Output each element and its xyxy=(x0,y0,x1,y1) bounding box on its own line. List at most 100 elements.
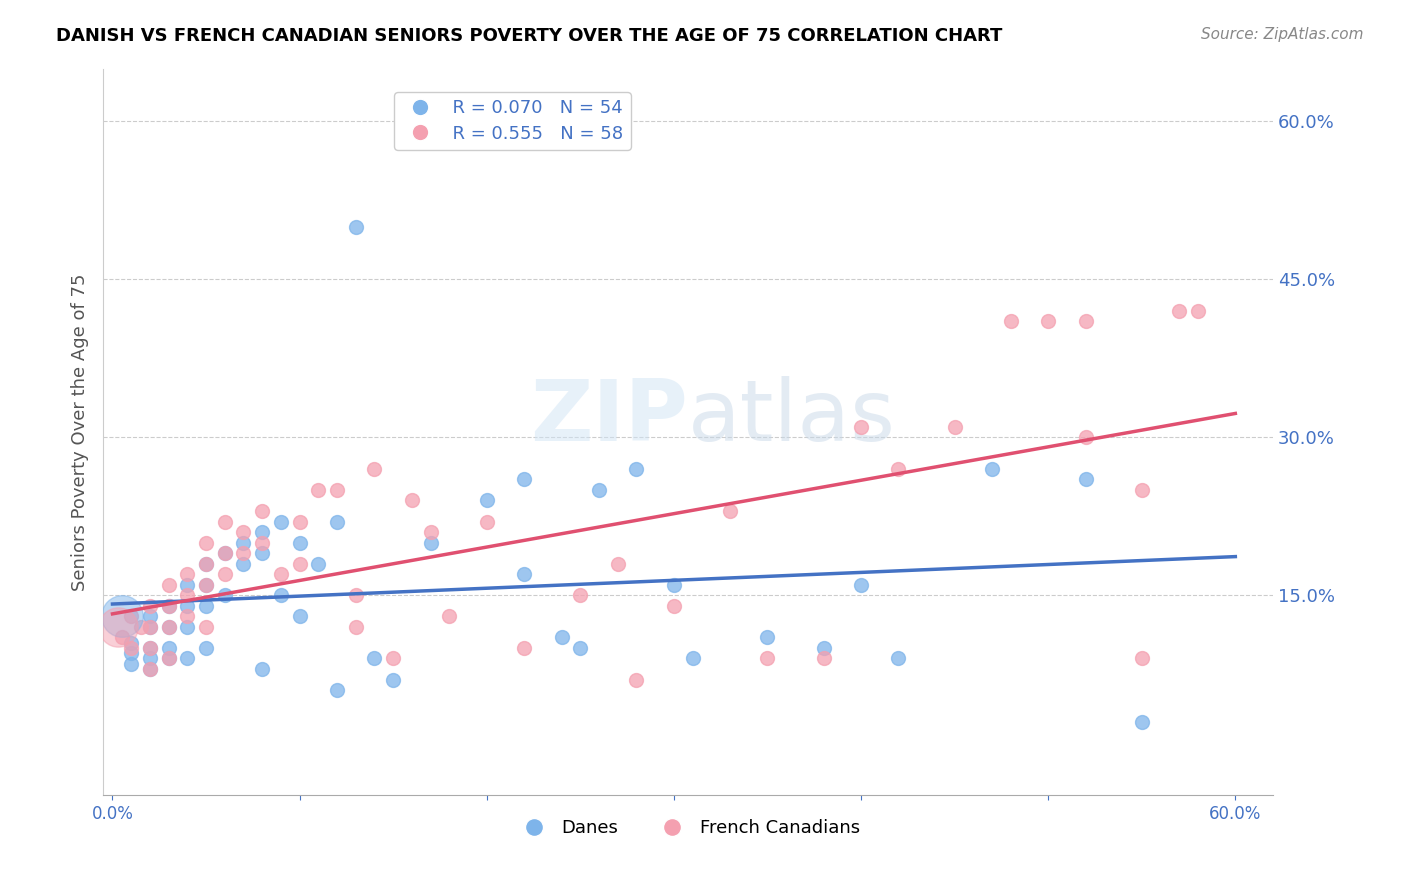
Point xyxy=(419,535,441,549)
Point xyxy=(214,546,236,560)
Point xyxy=(1074,472,1097,486)
Point xyxy=(981,462,1004,476)
Point xyxy=(1074,430,1097,444)
Point xyxy=(401,493,423,508)
Point xyxy=(120,640,142,655)
Point xyxy=(943,419,966,434)
Point xyxy=(813,651,835,665)
Point xyxy=(288,609,311,624)
Point xyxy=(232,535,254,549)
Point xyxy=(288,535,311,549)
Point xyxy=(139,609,162,624)
Point xyxy=(606,557,628,571)
Point xyxy=(139,599,162,613)
Point xyxy=(111,609,134,624)
Point xyxy=(176,567,198,582)
Point xyxy=(475,493,498,508)
Text: DANISH VS FRENCH CANADIAN SENIORS POVERTY OVER THE AGE OF 75 CORRELATION CHART: DANISH VS FRENCH CANADIAN SENIORS POVERT… xyxy=(56,27,1002,45)
Point xyxy=(195,578,218,592)
Point xyxy=(569,640,592,655)
Legend: Danes, French Canadians: Danes, French Canadians xyxy=(509,812,868,845)
Point xyxy=(887,651,910,665)
Text: Source: ZipAtlas.com: Source: ZipAtlas.com xyxy=(1201,27,1364,42)
Point xyxy=(195,535,218,549)
Y-axis label: Seniors Poverty Over the Age of 75: Seniors Poverty Over the Age of 75 xyxy=(72,273,89,591)
Point xyxy=(157,620,180,634)
Point xyxy=(682,651,704,665)
Point xyxy=(107,620,129,634)
Point xyxy=(363,651,385,665)
Point xyxy=(569,588,592,602)
Text: ZIP: ZIP xyxy=(530,376,688,458)
Point xyxy=(756,631,779,645)
Point xyxy=(157,599,180,613)
Point xyxy=(176,651,198,665)
Point xyxy=(139,640,162,655)
Point xyxy=(288,515,311,529)
Point xyxy=(419,524,441,539)
Point xyxy=(176,599,198,613)
Point xyxy=(111,631,134,645)
Point xyxy=(1074,314,1097,328)
Point xyxy=(120,609,142,624)
Point xyxy=(588,483,610,497)
Point xyxy=(195,640,218,655)
Point xyxy=(232,546,254,560)
Point xyxy=(157,599,180,613)
Point xyxy=(139,662,162,676)
Point xyxy=(849,419,872,434)
Point xyxy=(813,640,835,655)
Point xyxy=(626,673,648,687)
Point xyxy=(662,578,685,592)
Point xyxy=(363,462,385,476)
Point xyxy=(214,567,236,582)
Point xyxy=(475,515,498,529)
Point xyxy=(120,635,142,649)
Point xyxy=(270,588,292,602)
Point xyxy=(232,524,254,539)
Point xyxy=(250,535,273,549)
Point xyxy=(307,483,329,497)
Point xyxy=(139,620,162,634)
Point xyxy=(157,620,180,634)
Point xyxy=(270,515,292,529)
Point xyxy=(270,567,292,582)
Point xyxy=(756,651,779,665)
Point xyxy=(307,557,329,571)
Point xyxy=(195,599,218,613)
Point xyxy=(1130,651,1153,665)
Text: atlas: atlas xyxy=(688,376,896,458)
Point xyxy=(176,578,198,592)
Point xyxy=(195,620,218,634)
Point xyxy=(139,620,162,634)
Point xyxy=(718,504,741,518)
Point xyxy=(326,683,349,698)
Point xyxy=(550,631,572,645)
Point xyxy=(176,620,198,634)
Point xyxy=(195,557,218,571)
Point xyxy=(176,609,198,624)
Point xyxy=(439,609,461,624)
Point xyxy=(1130,714,1153,729)
Point xyxy=(849,578,872,592)
Point xyxy=(232,557,254,571)
Point xyxy=(382,651,405,665)
Point xyxy=(176,588,198,602)
Point xyxy=(513,640,536,655)
Point xyxy=(120,646,142,660)
Point xyxy=(326,483,349,497)
Point xyxy=(139,640,162,655)
Point xyxy=(195,578,218,592)
Point xyxy=(157,651,180,665)
Point xyxy=(344,620,367,634)
Point xyxy=(1187,303,1209,318)
Point xyxy=(250,504,273,518)
Point xyxy=(1000,314,1022,328)
Point xyxy=(250,524,273,539)
Point xyxy=(1168,303,1191,318)
Point xyxy=(157,640,180,655)
Point xyxy=(139,662,162,676)
Point xyxy=(887,462,910,476)
Point xyxy=(214,588,236,602)
Point xyxy=(513,567,536,582)
